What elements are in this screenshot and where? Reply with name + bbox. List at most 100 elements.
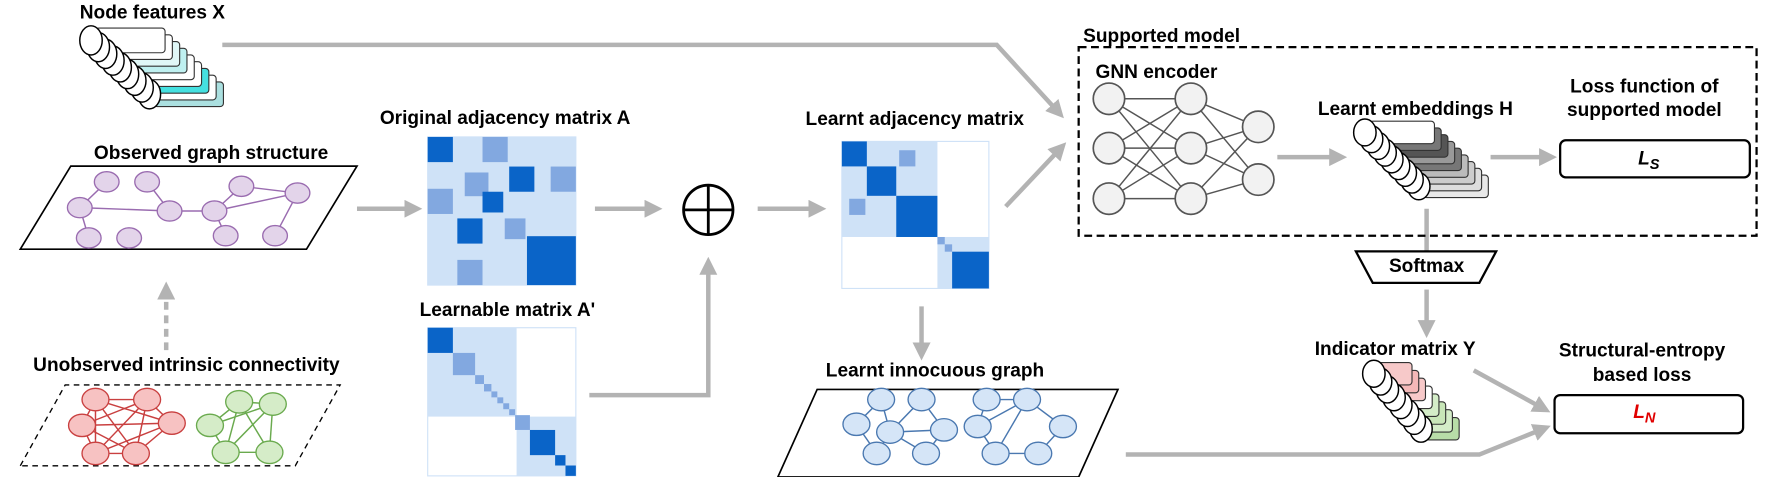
graph-node bbox=[156, 200, 183, 222]
matrix-block bbox=[509, 166, 535, 192]
graph-node bbox=[93, 171, 120, 193]
matrix-block bbox=[497, 397, 504, 404]
supported-model-box bbox=[1077, 46, 1758, 237]
gnn-node bbox=[1092, 82, 1126, 116]
graph-node bbox=[981, 441, 1010, 466]
label: Original adjacency matrix A bbox=[380, 108, 631, 129]
graph-node bbox=[81, 441, 110, 466]
gnn-node bbox=[1174, 82, 1208, 116]
graph-edge bbox=[81, 422, 172, 427]
graph-node bbox=[255, 440, 284, 465]
loss-box bbox=[1553, 393, 1745, 435]
graph-node bbox=[228, 175, 255, 198]
matrix-block bbox=[509, 409, 516, 416]
gnn-edge bbox=[1190, 98, 1259, 181]
matrix-block bbox=[427, 188, 453, 214]
matrix-block bbox=[483, 384, 492, 392]
label: Learnt embeddings H bbox=[1318, 99, 1513, 120]
graph-node bbox=[212, 224, 239, 247]
label: Loss function of bbox=[1570, 77, 1719, 98]
matrix-block bbox=[526, 236, 576, 286]
matrix-block bbox=[866, 166, 897, 196]
graph-node bbox=[972, 387, 1001, 412]
matrix-block bbox=[529, 429, 556, 456]
label: Structural-entropy bbox=[1559, 340, 1726, 361]
matrix-block bbox=[937, 236, 945, 245]
loss-symbol: LS bbox=[1638, 148, 1660, 172]
graph-node bbox=[195, 413, 225, 438]
label: supported model bbox=[1567, 100, 1722, 121]
matrix-block bbox=[515, 415, 530, 430]
label: Learnt adjacency matrix bbox=[806, 109, 1025, 130]
matrix-block bbox=[841, 141, 867, 167]
label: Node features X bbox=[80, 3, 226, 24]
graph-node bbox=[116, 227, 143, 249]
loss-main: L bbox=[1633, 402, 1645, 423]
matrix-block bbox=[464, 172, 489, 197]
gnn-edge bbox=[1108, 98, 1192, 200]
label: Unobserved intrinsic connectivity bbox=[33, 355, 340, 376]
matrix-block bbox=[952, 251, 989, 289]
stack-node bbox=[1352, 118, 1377, 147]
graph-edge bbox=[214, 192, 298, 212]
label: Supported model bbox=[1083, 26, 1240, 47]
graph-node bbox=[1024, 441, 1053, 466]
stack-node bbox=[1361, 359, 1386, 388]
matrix-block bbox=[457, 259, 483, 286]
graph-node bbox=[211, 440, 240, 465]
graph-node bbox=[866, 387, 896, 412]
matrix-block bbox=[503, 403, 510, 410]
graph-node bbox=[284, 182, 311, 204]
oplus bbox=[682, 183, 735, 236]
graph-node bbox=[929, 417, 959, 442]
matrix-block bbox=[944, 244, 953, 252]
matrix-block bbox=[565, 465, 576, 476]
graph-node bbox=[157, 411, 186, 436]
softmax-box bbox=[1354, 250, 1499, 284]
stack-node bbox=[79, 25, 103, 56]
gnn-node bbox=[1174, 131, 1208, 165]
graph-node bbox=[862, 441, 891, 466]
matrix-block bbox=[899, 150, 916, 167]
graph-edge bbox=[79, 206, 170, 212]
matrix-frame bbox=[841, 140, 990, 290]
gnn-node bbox=[1092, 131, 1126, 165]
loss-box bbox=[1559, 139, 1751, 179]
label: GNN encoder bbox=[1096, 62, 1218, 83]
graph-node bbox=[262, 224, 289, 247]
graph-node bbox=[963, 414, 992, 439]
gnn-node bbox=[1241, 110, 1275, 144]
gnn-node bbox=[1092, 182, 1126, 216]
label: Indicator matrix Y bbox=[1315, 339, 1476, 360]
matrix-block bbox=[849, 198, 866, 215]
loss-symbol: LN bbox=[1633, 402, 1656, 426]
graph-node bbox=[121, 441, 151, 466]
matrix-block bbox=[491, 391, 498, 398]
loss-main: L bbox=[1638, 148, 1650, 169]
matrix-block bbox=[482, 136, 508, 163]
label: Learnt innocuous graph bbox=[826, 361, 1044, 382]
graph-node bbox=[201, 200, 228, 222]
label: based loss bbox=[1593, 365, 1692, 386]
graph-node bbox=[132, 387, 162, 412]
label: Learnable matrix A' bbox=[420, 300, 596, 321]
matrix-block bbox=[504, 218, 526, 240]
graph-node bbox=[1048, 414, 1078, 439]
graph-node bbox=[1012, 387, 1042, 412]
matrix-block bbox=[482, 191, 504, 213]
matrix-block bbox=[555, 455, 566, 466]
graph-node bbox=[66, 196, 93, 219]
graph-node bbox=[81, 387, 110, 412]
gnn-node bbox=[1241, 163, 1275, 197]
matrix-block bbox=[457, 218, 483, 244]
arrows bbox=[157, 42, 1558, 457]
matrix-frame bbox=[427, 327, 577, 477]
label: Observed graph structure bbox=[94, 143, 328, 164]
graph-node bbox=[875, 420, 905, 445]
gnn bbox=[1092, 82, 1275, 216]
matrix-block bbox=[550, 166, 576, 192]
label: Softmax bbox=[1389, 256, 1465, 277]
graphs bbox=[66, 171, 1078, 466]
graph-node bbox=[75, 227, 102, 249]
matrix-block bbox=[475, 375, 484, 385]
